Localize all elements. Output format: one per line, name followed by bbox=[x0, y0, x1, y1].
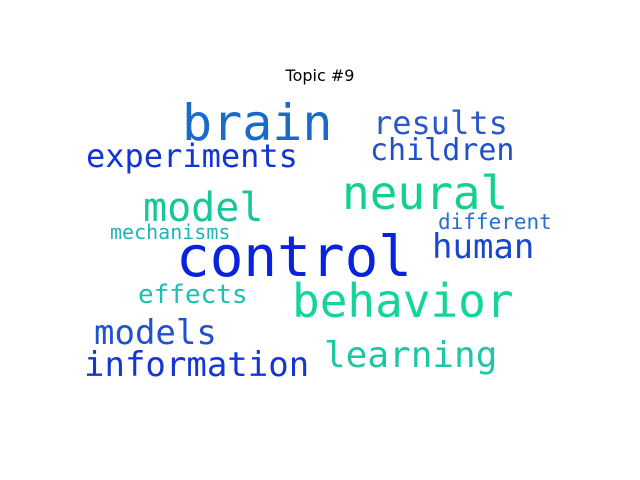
word-control: control bbox=[176, 225, 413, 290]
word-effects: effects bbox=[138, 280, 248, 310]
word-neural: neural bbox=[342, 166, 509, 220]
word-different: different bbox=[438, 210, 552, 234]
word-experiments: experiments bbox=[86, 137, 298, 175]
word-children: children bbox=[370, 133, 515, 168]
word-behavior: behavior bbox=[292, 274, 514, 328]
word-models: models bbox=[94, 313, 217, 353]
word-results: results bbox=[373, 104, 508, 142]
word-human: human bbox=[432, 227, 535, 267]
word-brain: brain bbox=[182, 94, 333, 152]
word-learning: learning bbox=[324, 335, 498, 376]
word-information: information bbox=[84, 345, 310, 385]
word-cloud: brain results experiments children neura… bbox=[80, 90, 560, 390]
page-title: Topic #9 bbox=[285, 66, 355, 85]
word-mechanisms: mechanisms bbox=[110, 220, 231, 244]
word-model: model bbox=[143, 185, 264, 231]
